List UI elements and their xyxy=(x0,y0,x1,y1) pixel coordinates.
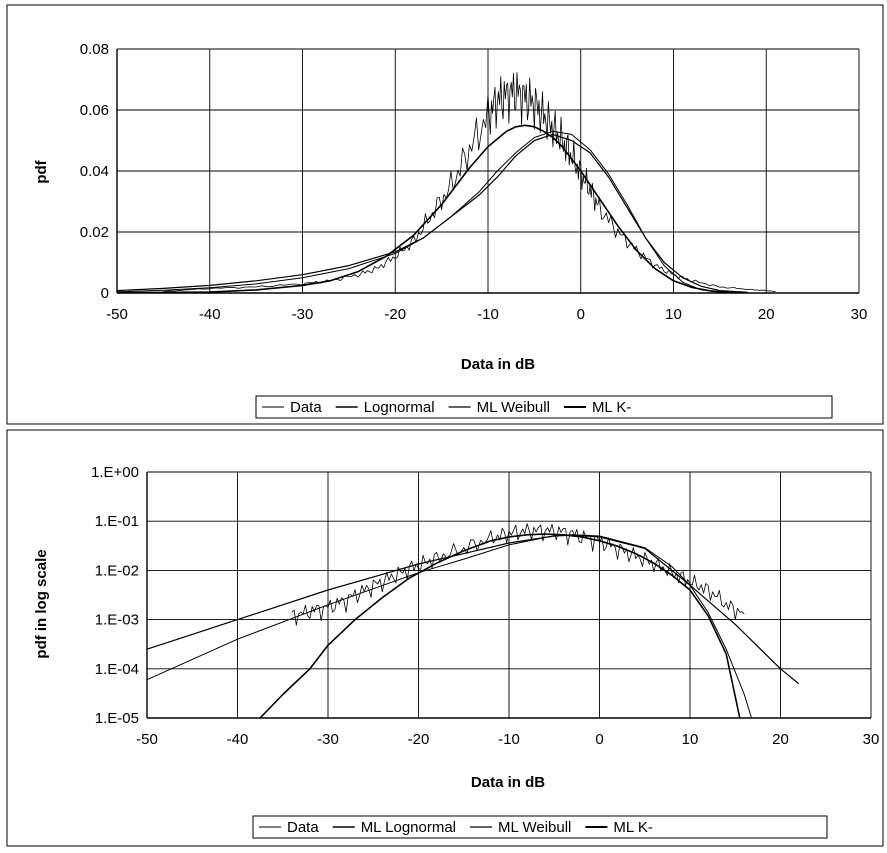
y-tick-label: 1.E-01 xyxy=(95,513,139,530)
x-tick-label: -30 xyxy=(317,731,339,748)
x-tick-label: 10 xyxy=(665,306,682,323)
chart-2-axes xyxy=(146,472,871,719)
x-tick-label: 20 xyxy=(758,306,775,323)
chart-1-axes xyxy=(116,49,859,294)
chart-1-x-axis-label: Data in dB xyxy=(461,356,535,373)
chart-2-frame xyxy=(6,429,884,847)
y-tick-label: 1.E-05 xyxy=(95,710,139,727)
legend-entry: ML K- xyxy=(613,819,652,836)
legend-entry: ML Weibull xyxy=(477,399,550,416)
series-line-ml-weibull xyxy=(146,534,752,719)
chart-1-frame xyxy=(6,4,884,425)
chart-1-series xyxy=(116,72,776,294)
series-line-ml-k xyxy=(259,533,741,719)
y-tick-label: 0.02 xyxy=(80,224,109,241)
x-tick-label: -10 xyxy=(498,731,520,748)
chart-2-tick-labels: -50 -40 -30 -20 -10 0 10 20 30 1.E+00 1.E-01 1.E-02… xyxy=(91,464,879,748)
series-line-data xyxy=(163,72,776,292)
x-tick-label: -10 xyxy=(477,306,499,323)
legend-box xyxy=(255,395,833,419)
chart-1-pdf: -50 -40 -30 -20 -10 0 10 20 3000.020.040.060.08 … xyxy=(33,41,868,419)
series-line-lognormal xyxy=(116,133,748,293)
y-tick-label: 0.06 xyxy=(80,102,109,119)
y-tick-label: 1.E+00 xyxy=(91,464,139,481)
chart-1-tick-labels: -50 -40 -30 -20 -10 0 10 20 30 0 0.02 0.04 0.06 0.08 xyxy=(80,41,868,323)
x-tick-label: -50 xyxy=(106,306,128,323)
x-tick-label: -20 xyxy=(384,306,406,323)
series-line-ml-k xyxy=(116,124,730,294)
x-tick-label: -40 xyxy=(199,306,221,323)
y-tick-label: 0.04 xyxy=(80,163,109,180)
y-tick-label: 1.E-02 xyxy=(95,562,139,579)
series-line-ml-lognormal xyxy=(146,534,799,685)
chart-2-legend: Data ML Lognormal ML Weibull ML K- xyxy=(252,815,828,839)
series-line-ml-weibull xyxy=(116,130,748,294)
x-tick-label: -40 xyxy=(227,731,249,748)
x-tick-label: 30 xyxy=(863,731,880,748)
chart-2-y-axis-label: pdf in log scale xyxy=(33,549,50,658)
x-tick-label: 20 xyxy=(772,731,789,748)
y-tick-label: 0 xyxy=(101,285,109,302)
chart-2-gridlines xyxy=(146,471,872,719)
x-tick-label: 30 xyxy=(851,306,868,323)
legend-entry: Data xyxy=(290,399,322,416)
legend-entry: ML Weibull xyxy=(498,819,571,836)
chart-2-series xyxy=(146,523,799,719)
x-tick-label: -50 xyxy=(136,731,158,748)
y-tick-label: 1.E-04 xyxy=(95,661,139,678)
legend-entry: Lognormal xyxy=(364,399,435,416)
x-tick-label: -30 xyxy=(292,306,314,323)
x-tick-label: 0 xyxy=(595,731,603,748)
x-tick-label: 10 xyxy=(682,731,699,748)
legend-entry: ML K- xyxy=(592,399,631,416)
chart-1-gridlines xyxy=(116,48,860,294)
chart-1-y-axis-label: pdf xyxy=(33,159,50,183)
legend-box xyxy=(252,815,828,839)
chart-2-pdf-log: -50 -40 -30 -20 -10 0 10 20 30 1.E+00 1.E-01 1.E-02… xyxy=(33,464,879,839)
x-tick-label: 0 xyxy=(577,306,585,323)
chart-1-legend: Data Lognormal ML Weibull ML K- xyxy=(255,395,833,419)
y-tick-label: 0.08 xyxy=(80,41,109,58)
chart-2-x-axis-label: Data in dB xyxy=(471,774,545,791)
legend-entry: Data xyxy=(287,819,319,836)
legend-entry: ML Lognormal xyxy=(361,819,456,836)
y-tick-label: 1.E-03 xyxy=(95,612,139,629)
x-tick-label: -20 xyxy=(408,731,430,748)
